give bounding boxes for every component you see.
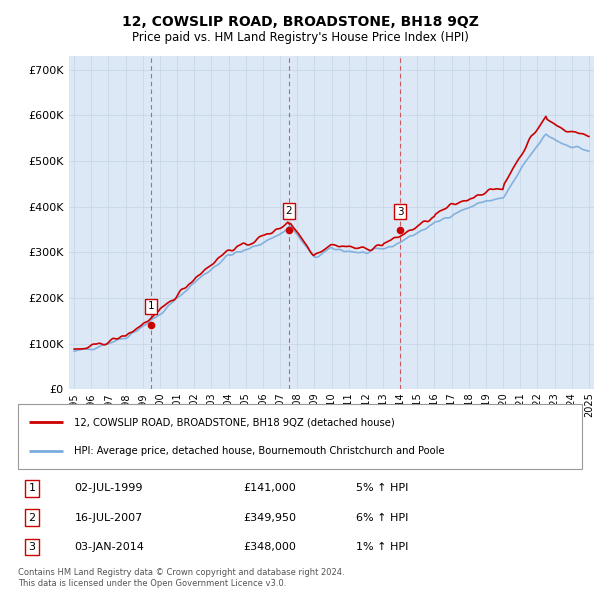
Text: This data is licensed under the Open Government Licence v3.0.: This data is licensed under the Open Gov… (18, 579, 286, 588)
Text: Contains HM Land Registry data © Crown copyright and database right 2024.: Contains HM Land Registry data © Crown c… (18, 568, 344, 576)
Text: 6% ↑ HPI: 6% ↑ HPI (356, 513, 409, 523)
Text: 2: 2 (285, 206, 292, 216)
Text: 03-JAN-2014: 03-JAN-2014 (74, 542, 144, 552)
Text: £349,950: £349,950 (244, 513, 296, 523)
Text: 3: 3 (397, 206, 403, 217)
Point (284, 225, 293, 234)
Text: 1: 1 (29, 483, 35, 493)
Text: 3: 3 (29, 542, 35, 552)
Text: 1% ↑ HPI: 1% ↑ HPI (356, 542, 409, 552)
Text: 2: 2 (29, 513, 35, 523)
Text: 1: 1 (148, 301, 155, 312)
Point (395, 226, 405, 235)
Text: £348,000: £348,000 (244, 542, 296, 552)
Text: 16-JUL-2007: 16-JUL-2007 (74, 513, 143, 523)
Text: 12, COWSLIP ROAD, BROADSTONE, BH18 9QZ: 12, COWSLIP ROAD, BROADSTONE, BH18 9QZ (122, 15, 478, 29)
Text: £141,000: £141,000 (244, 483, 296, 493)
Text: 12, COWSLIP ROAD, BROADSTONE, BH18 9QZ (detached house): 12, COWSLIP ROAD, BROADSTONE, BH18 9QZ (… (74, 417, 395, 427)
Text: Price paid vs. HM Land Registry's House Price Index (HPI): Price paid vs. HM Land Registry's House … (131, 31, 469, 44)
Text: HPI: Average price, detached house, Bournemouth Christchurch and Poole: HPI: Average price, detached house, Bour… (74, 446, 445, 456)
Text: 02-JUL-1999: 02-JUL-1999 (74, 483, 143, 493)
Text: 5% ↑ HPI: 5% ↑ HPI (356, 483, 409, 493)
Point (146, 320, 156, 330)
